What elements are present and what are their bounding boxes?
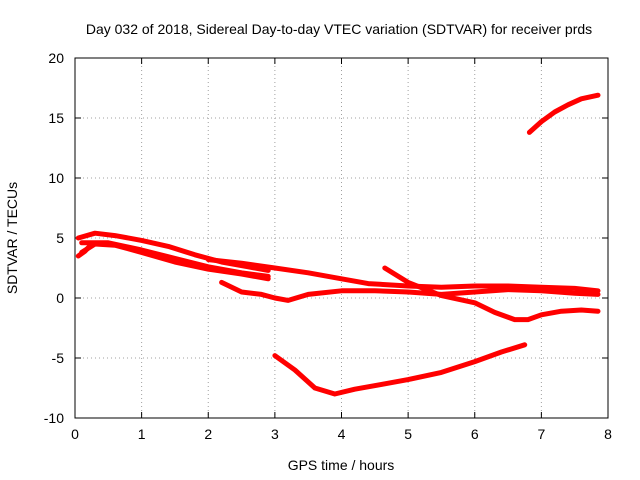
y-tick-label: 5 — [56, 230, 64, 246]
axis-ticks: 0 1 2 3 4 5 6 7 8 -10 -5 0 5 10 15 20 — [44, 50, 612, 442]
data-series-6 — [272, 342, 528, 397]
x-tick-label: 1 — [138, 426, 146, 442]
data-series-5 — [219, 279, 601, 303]
x-tick-label: 5 — [404, 426, 412, 442]
grid — [75, 58, 608, 418]
y-tick-label: 10 — [48, 170, 64, 186]
x-tick-label: 8 — [604, 426, 612, 442]
series-layer — [75, 92, 601, 397]
chart-title: Day 032 of 2018, Sidereal Day-to-day VTE… — [86, 21, 592, 37]
y-tick-label: -5 — [52, 350, 65, 366]
y-tick-label: 15 — [48, 110, 64, 126]
y-axis-label: SDTVAR / TECUs — [4, 182, 20, 294]
x-axis-label: GPS time / hours — [288, 457, 395, 473]
y-tick-label: 20 — [48, 50, 64, 66]
x-tick-label: 4 — [338, 426, 346, 442]
y-tick-label: 0 — [56, 290, 64, 306]
data-series-3 — [75, 241, 95, 259]
x-tick-label: 6 — [471, 426, 479, 442]
y-tick-label: -10 — [44, 410, 64, 426]
data-series-4 — [205, 257, 601, 294]
x-tick-label: 7 — [537, 426, 545, 442]
data-series-2 — [79, 241, 271, 282]
data-series-8 — [526, 92, 601, 135]
x-tick-label: 0 — [71, 426, 79, 442]
x-tick-label: 2 — [204, 426, 212, 442]
plot-frame — [74, 57, 609, 419]
data-series-7 — [382, 265, 601, 323]
x-tick-label: 3 — [271, 426, 279, 442]
